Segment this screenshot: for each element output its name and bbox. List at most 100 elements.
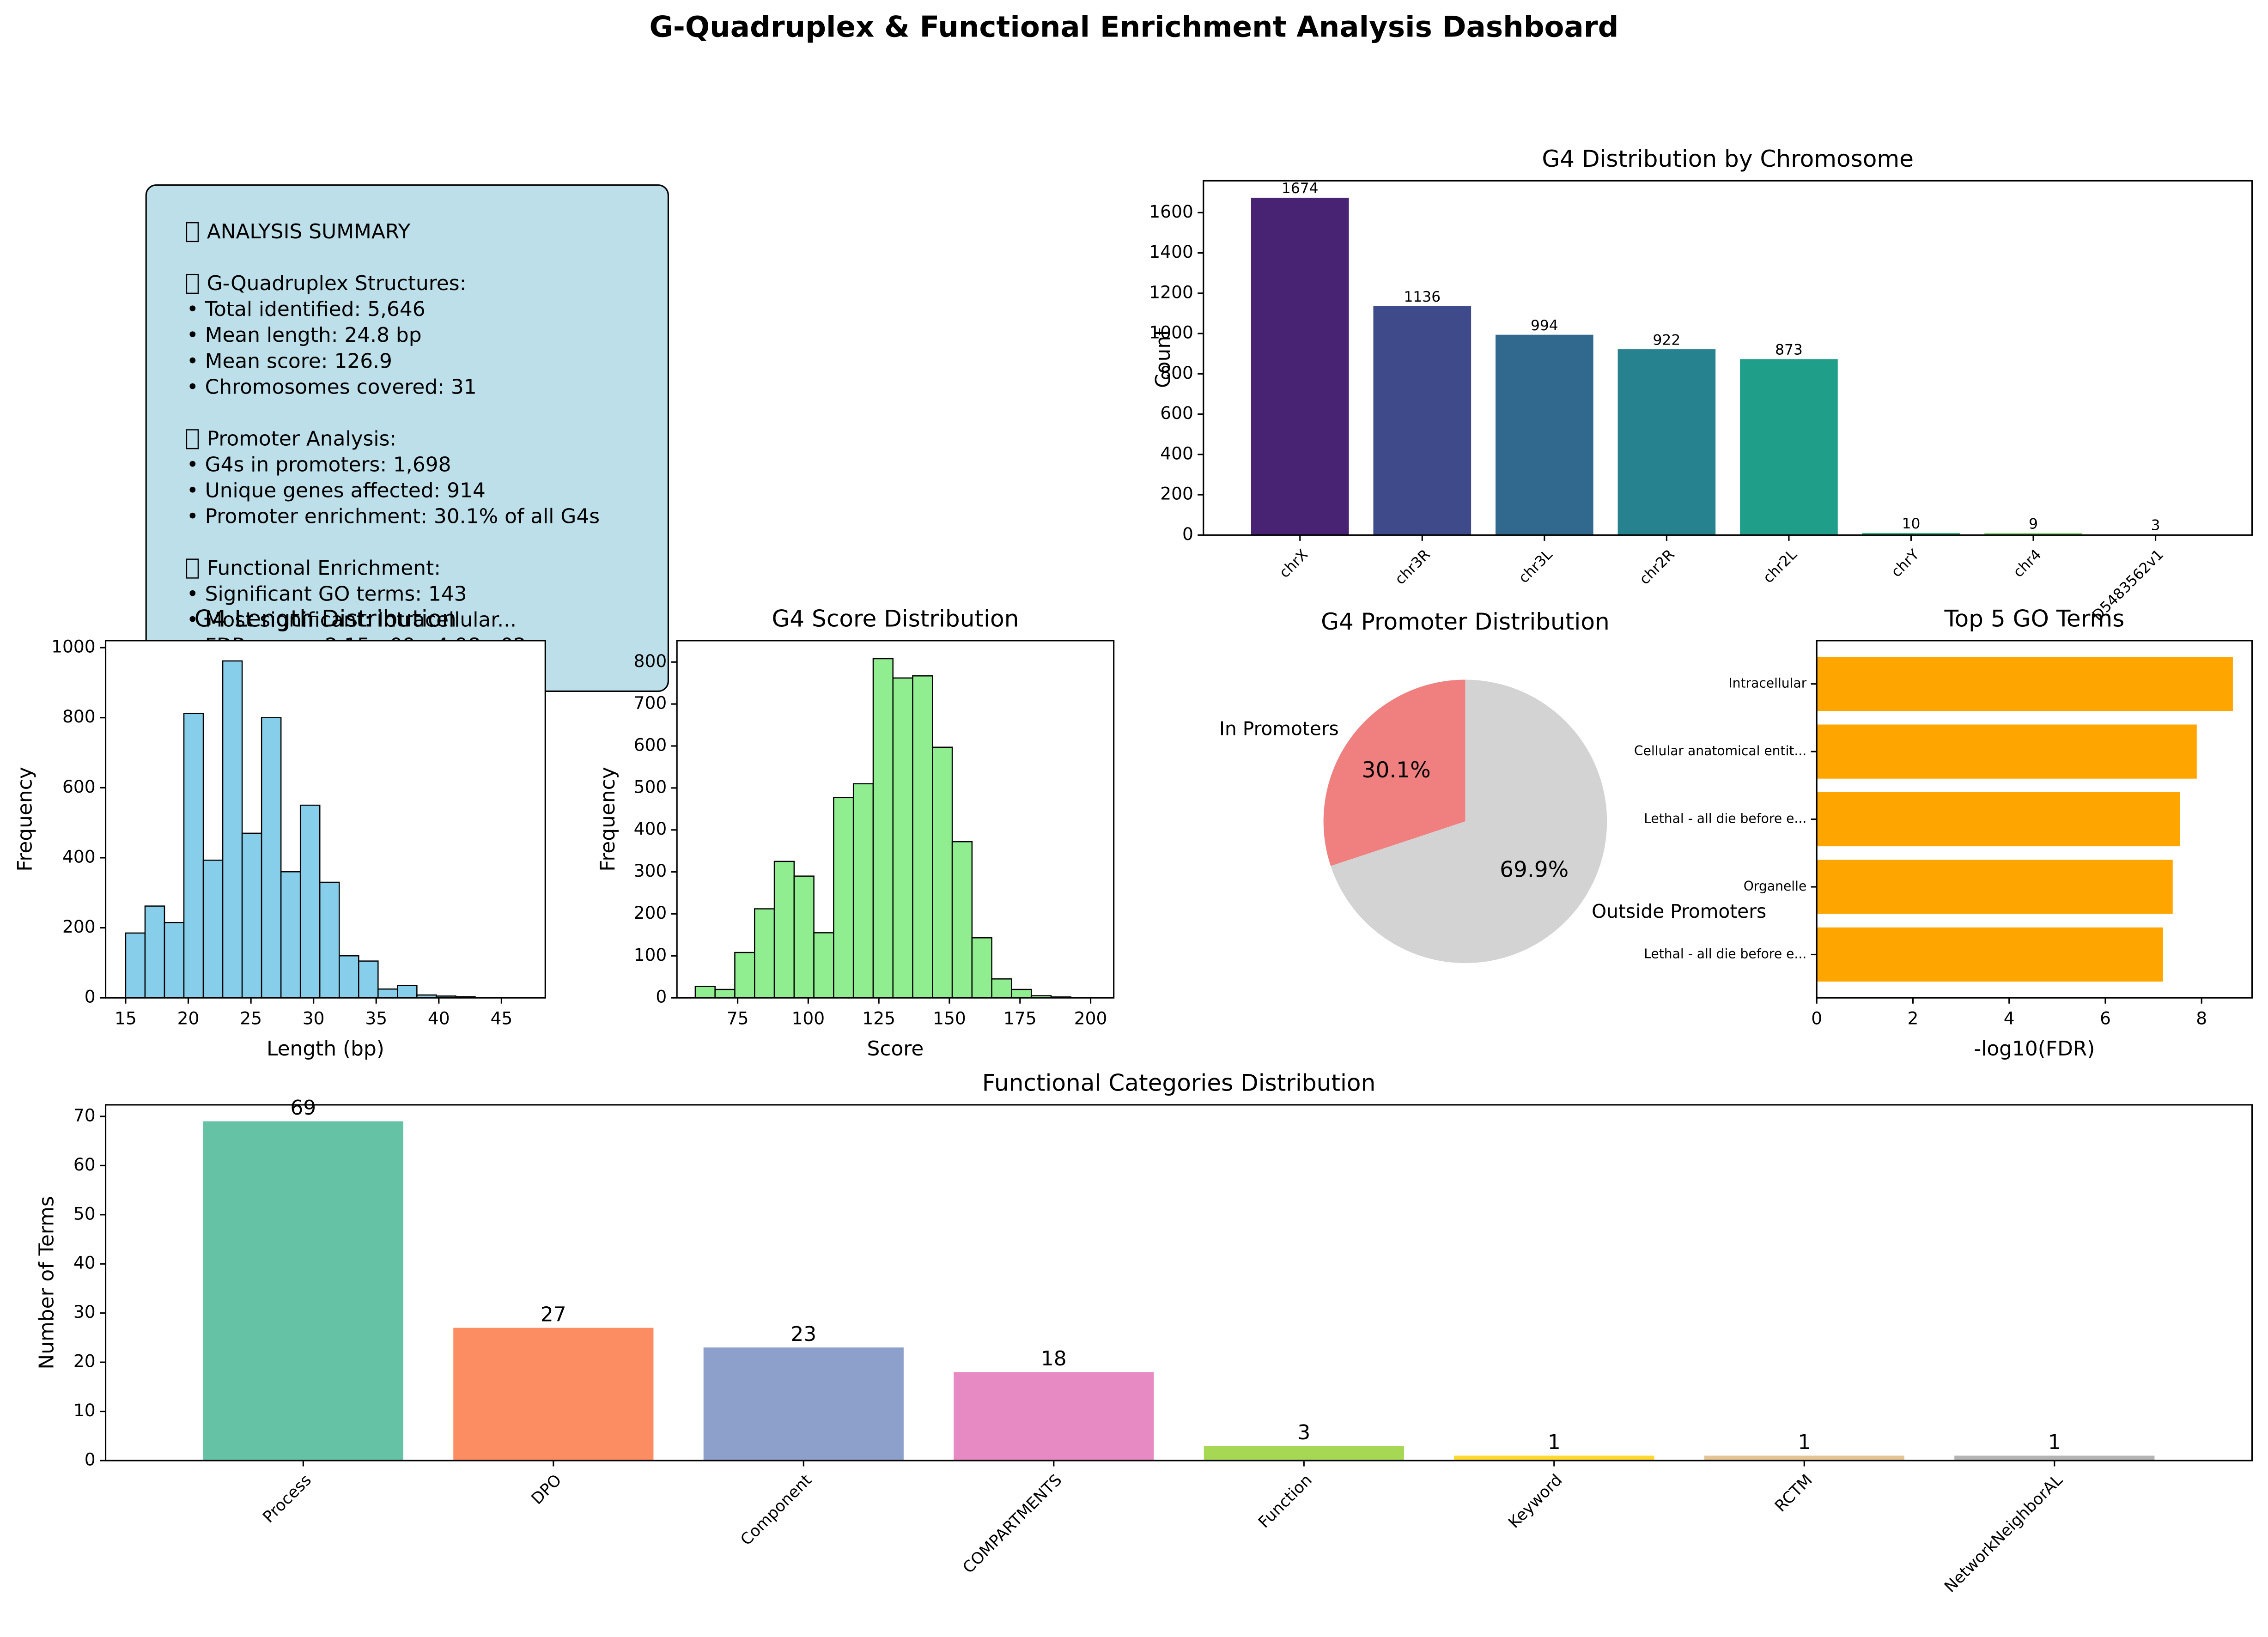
y-tick-label: 1200 bbox=[1149, 282, 1193, 302]
x-tick-label: 15 bbox=[115, 1008, 137, 1029]
histogram-bar bbox=[144, 905, 165, 999]
bar bbox=[1251, 197, 1349, 535]
y-tick-label: 400 bbox=[62, 846, 96, 867]
icon-placeholder bbox=[186, 222, 199, 243]
bar-value-label: 9 bbox=[2029, 516, 2038, 533]
y-axis-label: Frequency bbox=[13, 767, 36, 871]
histogram-bar bbox=[892, 677, 913, 999]
histogram-bar bbox=[1011, 988, 1032, 999]
x-tick-label: NetworkNeighborAL bbox=[1941, 1471, 2066, 1596]
histogram-bar bbox=[202, 860, 224, 999]
histogram-bar bbox=[299, 804, 321, 999]
histogram-bar bbox=[280, 871, 301, 999]
pie-value-label: 69.9% bbox=[1500, 857, 1569, 882]
summary-item: • Mean length: 24.8 bp bbox=[187, 323, 422, 347]
histogram-bar bbox=[932, 746, 953, 999]
x-tick-label: 35 bbox=[365, 1008, 387, 1029]
x-tick-label: chrX bbox=[1276, 546, 1311, 582]
bar-value-label: 10 bbox=[1902, 515, 1921, 532]
histogram-bar bbox=[397, 985, 418, 999]
y-tick-label: 200 bbox=[634, 903, 667, 923]
bar-value-label: 1136 bbox=[1404, 289, 1441, 305]
summary-heading: Promoter Analysis: bbox=[207, 427, 396, 450]
x-axis-label: -log10(FDR) bbox=[1974, 1037, 2095, 1061]
bar bbox=[1704, 1455, 1904, 1461]
bar-value-label: 1674 bbox=[1282, 180, 1319, 197]
icon-placeholder bbox=[186, 273, 199, 294]
y-tick-label: 800 bbox=[634, 651, 667, 671]
chart-title: Top 5 GO Terms bbox=[1944, 606, 2124, 632]
histogram-bar bbox=[241, 832, 262, 999]
bar-value-label: 23 bbox=[790, 1322, 816, 1346]
y-tick-label: 30 bbox=[73, 1302, 96, 1322]
x-tick-label: 2 bbox=[1908, 1008, 1919, 1029]
chart-title: Functional Categories Distribution bbox=[982, 1070, 1376, 1097]
plot-area bbox=[105, 1104, 2252, 1461]
x-tick-label: chr3L bbox=[1515, 546, 1556, 587]
bar-value-label: 1 bbox=[1548, 1431, 1561, 1454]
y-tick-label: 800 bbox=[62, 706, 96, 727]
histogram-bar bbox=[951, 841, 973, 999]
y-tick-label: 50 bbox=[73, 1203, 96, 1224]
histogram-bar bbox=[714, 988, 736, 999]
x-tick-label: 40 bbox=[428, 1008, 450, 1029]
y-tick-label: 600 bbox=[62, 776, 96, 797]
pie-slice bbox=[1323, 679, 1465, 866]
x-tick-label: chr4 bbox=[2010, 546, 2045, 581]
histogram-bar bbox=[872, 658, 894, 999]
chart-title: G4 Length Distribution bbox=[195, 606, 456, 632]
x-tick-label: DPO bbox=[528, 1471, 565, 1508]
y-tick-label: 10 bbox=[73, 1400, 96, 1420]
y-tick-label: 60 bbox=[73, 1154, 96, 1175]
bar-value-label: 1 bbox=[1798, 1431, 1811, 1454]
y-tick-label: 0 bbox=[656, 987, 667, 1007]
bar-value-label: 27 bbox=[541, 1303, 566, 1326]
x-tick-label: 0 bbox=[1811, 1008, 1822, 1029]
chart-title: G4 Distribution by Chromosome bbox=[1542, 146, 1914, 172]
bar-value-label: 3 bbox=[1297, 1421, 1310, 1444]
histogram-bar bbox=[222, 660, 243, 999]
bar bbox=[1496, 334, 1593, 535]
plot-area bbox=[1203, 181, 2252, 535]
y-tick-label: 100 bbox=[634, 945, 667, 965]
histogram-bar bbox=[773, 861, 795, 999]
x-tick-label: 25 bbox=[240, 1008, 262, 1029]
x-tick-label: 100 bbox=[792, 1008, 825, 1029]
bar bbox=[1817, 927, 2163, 982]
y-tick-label: 400 bbox=[634, 818, 667, 839]
bar bbox=[1954, 1455, 2155, 1461]
pie-slice bbox=[1331, 679, 1607, 964]
y-tick-label: 600 bbox=[634, 734, 667, 755]
bar bbox=[1984, 533, 2082, 535]
bar-value-label: 18 bbox=[1041, 1347, 1067, 1370]
y-tick-label: 20 bbox=[73, 1351, 96, 1371]
x-tick-label: 4 bbox=[2004, 1008, 2015, 1029]
x-tick-label: 45 bbox=[490, 1008, 512, 1029]
x-tick-label: Keyword bbox=[1505, 1471, 1566, 1532]
histogram-bar bbox=[261, 717, 282, 999]
bar-value-label: 69 bbox=[290, 1096, 316, 1120]
x-tick-label: RCTM bbox=[1771, 1471, 1816, 1516]
summary-item: • Significant GO terms: 143 bbox=[187, 582, 467, 606]
y-tick-label: 40 bbox=[73, 1253, 96, 1273]
histogram-bar bbox=[125, 932, 146, 999]
pie-label: Outside Promoters bbox=[1592, 900, 1766, 922]
x-tick-label: Process bbox=[259, 1471, 315, 1527]
summary-item: • G4s in promoters: 1,698 bbox=[187, 453, 451, 476]
bar bbox=[453, 1328, 654, 1461]
x-tick-label: chr2R bbox=[1636, 546, 1678, 588]
y-axis-label: Count bbox=[1151, 328, 1175, 388]
dashboard-title: G-Quadruplex & Functional Enrichment Ana… bbox=[650, 10, 1619, 44]
y-tick-label: 300 bbox=[634, 861, 667, 881]
bar-value-label: 994 bbox=[1531, 317, 1558, 334]
y-tick-label: 600 bbox=[1160, 403, 1193, 423]
chart-title: G4 Promoter Distribution bbox=[1321, 608, 1610, 635]
y-tick-label: 200 bbox=[62, 916, 96, 937]
bar bbox=[1817, 792, 2180, 847]
axes-border bbox=[104, 1104, 2253, 1461]
y-axis-label: Frequency bbox=[596, 767, 620, 871]
y-tick-label: 800 bbox=[1160, 363, 1193, 383]
summary-item: • Total identified: 5,646 bbox=[187, 297, 426, 321]
summary-item: • Most significant: Intracellular... bbox=[187, 608, 517, 632]
y-tick-label: 1600 bbox=[1149, 201, 1193, 222]
